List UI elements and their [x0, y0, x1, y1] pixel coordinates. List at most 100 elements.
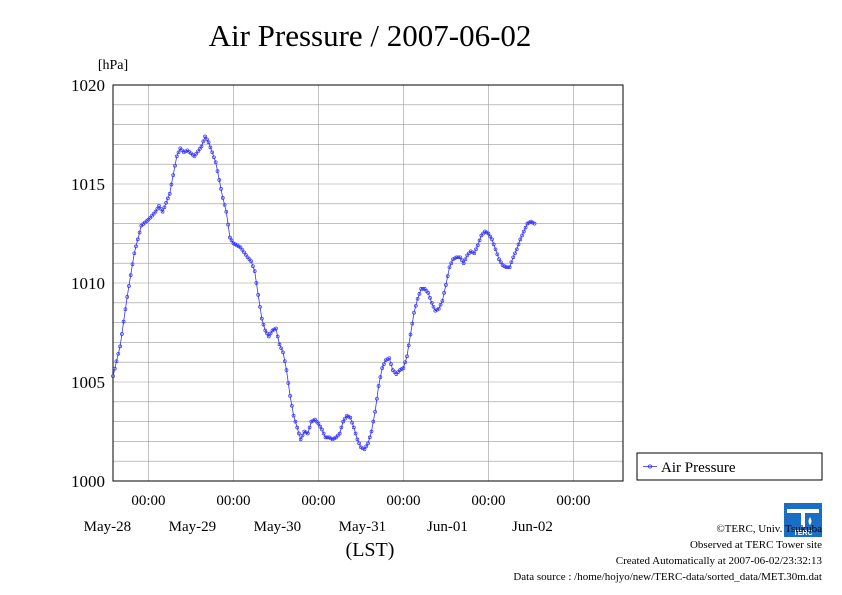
data-point — [132, 251, 137, 256]
data-point — [436, 306, 441, 311]
data-point — [470, 250, 475, 255]
data-point — [153, 209, 158, 214]
data-point — [433, 308, 438, 313]
data-point — [291, 413, 296, 418]
data-point — [497, 257, 501, 262]
data-point — [486, 231, 491, 236]
data-point — [405, 354, 409, 359]
data-point — [148, 215, 153, 220]
data-point — [162, 205, 167, 210]
data-point — [532, 221, 537, 226]
data-point — [353, 431, 358, 436]
data-point — [518, 237, 523, 242]
data-point — [220, 196, 225, 200]
x-tick-time-label: 00:00 — [216, 493, 250, 509]
data-point — [467, 251, 471, 256]
data-point — [263, 328, 268, 333]
data-point — [440, 298, 445, 303]
data-point — [408, 332, 413, 337]
data-point — [481, 231, 485, 236]
data-point — [327, 435, 331, 440]
data-point — [251, 264, 255, 269]
data-point — [387, 356, 392, 361]
data-point — [514, 247, 519, 252]
data-point — [445, 274, 450, 278]
x-tick-date-label: May-31 — [339, 519, 387, 535]
data-point — [266, 334, 271, 339]
data-point — [208, 145, 213, 150]
data-point — [321, 431, 326, 436]
data-point — [284, 368, 289, 372]
data-point — [521, 229, 526, 234]
data-point — [286, 381, 291, 385]
data-point — [261, 322, 266, 327]
data-point — [419, 287, 423, 291]
data-point — [504, 265, 508, 270]
data-point — [389, 362, 393, 367]
data-point — [475, 243, 480, 248]
data-point — [304, 430, 308, 435]
data-point — [468, 249, 473, 254]
data-point — [498, 260, 503, 265]
data-point — [160, 209, 165, 214]
data-point — [320, 427, 324, 432]
logo-text: TERC — [793, 530, 812, 537]
data-point — [360, 446, 365, 451]
terc-logo: TERC — [784, 503, 822, 537]
x-tick-time-label: 00:00 — [131, 493, 165, 509]
data-point — [213, 160, 218, 165]
data-point — [155, 206, 160, 211]
data-point — [197, 147, 202, 151]
data-point — [224, 209, 229, 214]
data-point — [222, 202, 227, 207]
data-point — [451, 257, 455, 262]
data-point — [127, 284, 131, 288]
data-point — [199, 144, 204, 149]
data-point — [421, 287, 425, 291]
plot-area — [112, 84, 624, 482]
data-point — [488, 234, 493, 239]
data-point — [341, 419, 346, 424]
data-point — [243, 252, 248, 257]
data-point — [367, 435, 372, 440]
data-point — [339, 425, 344, 430]
data-point — [415, 296, 420, 301]
data-point — [479, 233, 484, 238]
data-point — [201, 139, 206, 144]
data-point — [385, 357, 390, 362]
data-point — [458, 255, 462, 260]
data-point — [426, 291, 431, 295]
y-tick-label: 1000 — [71, 472, 105, 491]
data-point — [275, 334, 280, 339]
data-point — [507, 265, 512, 270]
y-axis: 1000 1005 1010 1015 1020 — [71, 76, 105, 491]
data-point — [371, 419, 376, 424]
x-tick-date-label: May-30 — [254, 519, 302, 535]
data-point — [355, 437, 360, 442]
data-point — [328, 436, 333, 441]
data-point — [336, 433, 340, 438]
legend-entry-air-pressure: Air Pressure — [661, 460, 736, 476]
data-point — [300, 433, 305, 438]
data-point — [265, 331, 269, 336]
data-point — [135, 237, 140, 242]
data-point — [351, 425, 356, 430]
data-point — [233, 242, 238, 247]
data-point — [192, 154, 197, 159]
data-point — [128, 273, 133, 277]
data-point — [530, 220, 535, 225]
data-source-text: Data source : /home/hojyo/new/TERC-data/… — [513, 571, 822, 583]
data-point — [206, 140, 211, 145]
x-tick-date-label: May-28 — [84, 519, 132, 535]
data-point — [277, 342, 282, 347]
data-point — [376, 384, 381, 388]
data-point — [121, 319, 126, 324]
data-point — [118, 344, 122, 349]
data-point — [428, 296, 432, 300]
data-point — [412, 310, 416, 315]
data-point — [259, 316, 264, 321]
data-point — [203, 134, 207, 139]
data-point — [511, 255, 516, 260]
air-pressure-series-line — [112, 135, 535, 450]
